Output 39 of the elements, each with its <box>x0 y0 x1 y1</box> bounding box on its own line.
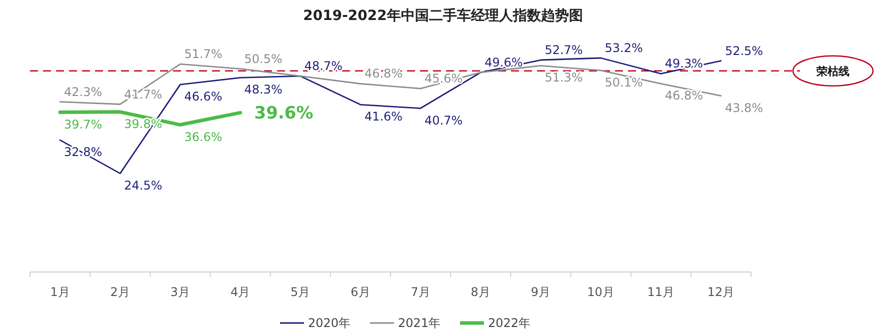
data-label: 49.6% <box>484 55 523 70</box>
legend-label: 2022年 <box>488 316 531 330</box>
legend-label: 2020年 <box>308 316 351 330</box>
x-tick-label: 10月 <box>587 285 614 299</box>
x-tick-label: 4月 <box>230 285 250 299</box>
data-label: 49.3% <box>664 56 703 71</box>
data-label: 51.7% <box>184 47 222 62</box>
data-label: 50.1% <box>604 75 643 90</box>
data-label: 40.7% <box>424 113 463 128</box>
legend-label: 2021年 <box>398 316 441 330</box>
x-tick-label: 2月 <box>110 285 130 299</box>
data-label: 39.7% <box>64 117 102 132</box>
x-tick-label: 12月 <box>707 285 735 299</box>
data-label: 43.8% <box>724 100 764 115</box>
data-label: 24.5% <box>124 178 162 192</box>
data-label: 36.6% <box>184 130 222 144</box>
data-label: 46.8% <box>664 88 703 103</box>
x-tick-label: 8月 <box>470 285 490 299</box>
x-tick-label: 5月 <box>290 285 310 299</box>
data-label: 50.5% <box>244 52 282 66</box>
data-label: 42.3% <box>64 84 102 99</box>
x-tick-label: 9月 <box>530 285 551 299</box>
data-label: 48.7% <box>304 59 342 74</box>
data-label: 45.6% <box>424 72 463 86</box>
chart-title: 2019-2022年中国二手车经理人指数趋势图 <box>303 7 583 24</box>
data-label: 53.2% <box>604 41 643 55</box>
ref-line-label: 荣枯线 <box>816 64 850 78</box>
data-label: 52.7% <box>544 43 583 58</box>
data-label: 52.5% <box>724 44 764 58</box>
x-tick-label: 1月 <box>50 285 70 299</box>
x-tick-label: 11月 <box>647 285 675 299</box>
data-label: 48.3% <box>244 82 282 97</box>
x-tick-label: 7月 <box>410 285 430 299</box>
data-label: 51.3% <box>544 70 583 85</box>
x-tick-label: 3月 <box>170 285 190 299</box>
data-label: 46.6% <box>184 90 222 104</box>
data-label: 39.6% <box>254 104 314 124</box>
x-tick-label: 6月 <box>350 285 370 299</box>
data-label: 41.6% <box>364 110 403 124</box>
